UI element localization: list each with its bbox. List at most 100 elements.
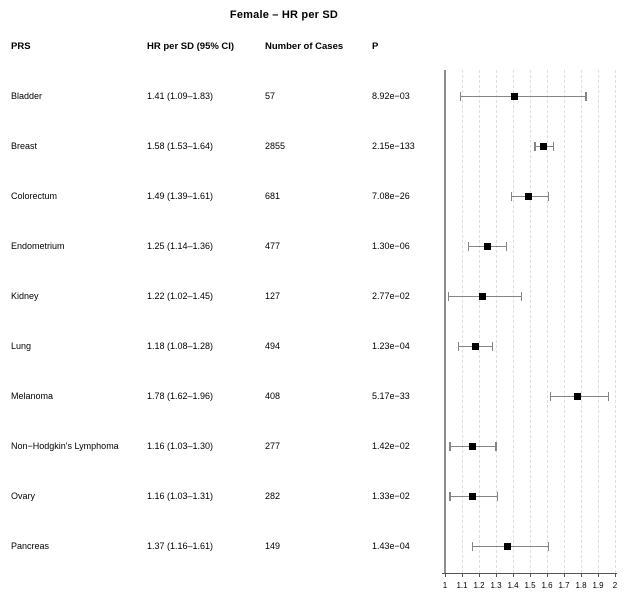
gridline <box>564 70 565 573</box>
hr-ci-value: 1.78 (1.62–1.96) <box>147 391 214 401</box>
hr-ci-value: 1.58 (1.53–1.64) <box>147 141 214 151</box>
ci-cap-right <box>607 392 609 401</box>
gridline <box>530 70 531 573</box>
x-axis-tick <box>581 573 583 577</box>
cases-value: 408 <box>265 391 281 401</box>
prs-label: Lung <box>11 341 32 351</box>
hr-ci-value: 1.16 (1.03–1.30) <box>147 441 214 451</box>
hr-point-marker <box>540 143 548 150</box>
hr-ci-value: 1.49 (1.39–1.61) <box>147 191 214 201</box>
x-axis-tick-label: 1.8 <box>575 581 587 590</box>
cases-value: 149 <box>265 541 281 551</box>
ci-cap-right <box>491 342 494 351</box>
gridline <box>462 70 463 573</box>
hr-point-marker <box>484 243 491 250</box>
cases-value: 2855 <box>265 141 286 151</box>
cases-value: 277 <box>265 441 281 451</box>
p-value: 8.92e−03 <box>372 91 410 101</box>
x-axis-line <box>442 573 617 575</box>
ci-cap-left <box>459 92 461 101</box>
cases-value: 477 <box>265 241 281 251</box>
p-value: 1.23e−04 <box>372 341 410 351</box>
hr-ci-value: 1.18 (1.08–1.28) <box>147 341 214 351</box>
x-axis-tick <box>615 573 617 577</box>
column-header-cases: Number of Cases <box>265 41 344 52</box>
p-value: 5.17e−33 <box>372 391 410 401</box>
column-header-p: P <box>372 41 379 52</box>
cases-value: 494 <box>265 341 281 351</box>
ci-cap-right <box>548 192 550 201</box>
ci-line <box>460 95 587 98</box>
prs-label: Endometrium <box>11 241 65 251</box>
ci-cap-left <box>449 442 451 451</box>
prs-label: Ovary <box>11 491 36 501</box>
ci-cap-left <box>510 192 512 201</box>
x-axis-tick-label: 1.9 <box>592 581 604 590</box>
p-value: 1.42e−02 <box>372 441 410 451</box>
hr-point-marker <box>524 193 532 200</box>
hr-ci-value: 1.41 (1.09–1.83) <box>147 91 214 101</box>
hr-point-marker <box>478 293 486 300</box>
hr-ci-value: 1.22 (1.02–1.45) <box>147 291 214 301</box>
hr-point-marker <box>511 93 519 100</box>
prs-label: Bladder <box>11 91 43 101</box>
hr-point-marker <box>468 493 476 500</box>
x-axis-tick <box>462 573 464 577</box>
ci-cap-right <box>497 492 499 501</box>
x-axis-tick-label: 1.6 <box>541 581 553 590</box>
x-axis-tick-label: 1 <box>442 581 448 590</box>
hr-ci-value: 1.25 (1.14–1.36) <box>147 241 214 251</box>
prs-label: Breast <box>11 141 38 151</box>
x-axis-tick <box>496 573 498 577</box>
p-value: 1.43e−04 <box>372 541 410 551</box>
p-value: 1.30e−06 <box>372 241 410 251</box>
gridline <box>615 70 616 573</box>
ci-cap-left <box>468 242 470 251</box>
x-axis-tick-label: 1.1 <box>456 581 468 590</box>
x-axis-tick-label: 2 <box>612 581 618 590</box>
hr-point-marker <box>574 393 582 400</box>
x-axis-tick <box>598 573 600 577</box>
column-header-hr-ci: HR per SD (95% CI) <box>147 41 235 52</box>
hr-point-marker <box>468 443 476 450</box>
ci-cap-left <box>449 492 451 501</box>
prs-label: Pancreas <box>11 541 50 551</box>
x-axis-tick-label: 1.4 <box>507 581 519 590</box>
column-header-prs: PRS <box>11 41 31 52</box>
ci-cap-left <box>534 142 536 151</box>
ci-cap-left <box>457 342 460 351</box>
chart-title: Female – HR per SD <box>229 9 339 21</box>
prs-label: Colorectum <box>11 191 58 201</box>
gridline <box>581 70 582 573</box>
cases-value: 681 <box>265 191 281 201</box>
y-axis-line <box>444 70 446 573</box>
cases-value: 127 <box>265 291 281 301</box>
x-axis-tick-label: 1.7 <box>558 581 570 590</box>
hr-point-marker <box>504 543 512 550</box>
x-axis-tick <box>479 573 481 577</box>
ci-cap-right <box>553 142 555 151</box>
prs-label: Non−Hodgkin's Lymphoma <box>11 441 119 451</box>
gridline <box>496 70 497 573</box>
gridline <box>479 70 480 573</box>
p-value: 2.77e−02 <box>372 291 410 301</box>
prs-label: Melanoma <box>11 391 54 401</box>
gridline <box>547 70 548 573</box>
p-value: 7.08e−26 <box>372 191 410 201</box>
ci-cap-right <box>585 92 587 101</box>
x-axis-tick <box>445 573 447 577</box>
ci-cap-left <box>447 292 450 301</box>
hr-ci-value: 1.37 (1.16–1.61) <box>147 541 214 551</box>
gridline <box>598 70 599 573</box>
ci-cap-right <box>505 242 507 251</box>
p-value: 1.33e−02 <box>372 491 410 501</box>
x-axis-tick-label: 1.3 <box>490 581 502 590</box>
hr-point-marker <box>472 343 480 350</box>
cases-value: 282 <box>265 491 281 501</box>
x-axis-tick <box>530 573 532 577</box>
x-axis-tick-label: 1.2 <box>473 581 485 590</box>
p-value: 2.15e−133 <box>372 141 415 151</box>
prs-label: Kidney <box>11 291 39 301</box>
cases-value: 57 <box>265 91 276 101</box>
